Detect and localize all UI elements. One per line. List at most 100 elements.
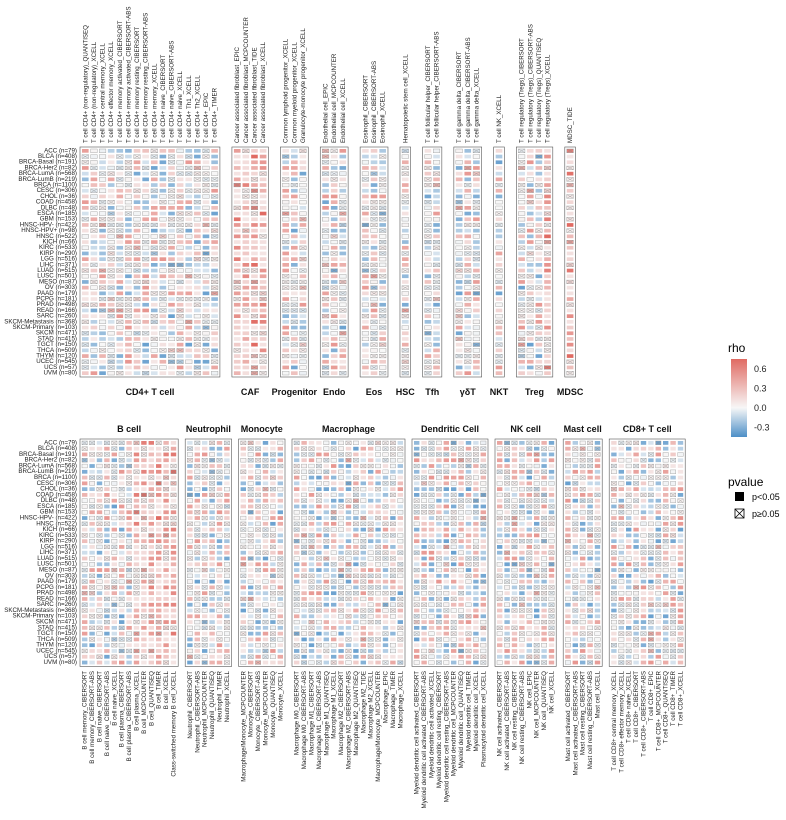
heatmap-cell: [133, 464, 140, 468]
heatmap-cell: [150, 371, 158, 375]
heatmap-cell: [322, 359, 329, 364]
heatmap-cell: [89, 469, 95, 474]
heatmap-cell: [107, 348, 115, 353]
heatmap-cell: [142, 302, 149, 307]
heatmap-cell: [291, 371, 298, 375]
heatmap-cell: [518, 154, 526, 159]
heatmap-cell: [233, 154, 241, 159]
heatmap-cell: [133, 228, 141, 233]
heatmap-cell: [142, 308, 149, 313]
heatmap-cell: [370, 166, 378, 170]
heatmap-cell: [126, 562, 132, 567]
heatmap-cell: [194, 493, 200, 497]
heatmap-cell: [362, 149, 369, 153]
heatmap-cell: [301, 654, 307, 659]
heatmap-cell: [433, 154, 440, 159]
heatmap-cell: [99, 257, 106, 261]
heatmap-cell: [370, 297, 378, 302]
heatmap-cell: [330, 331, 338, 336]
heatmap-cell: [345, 493, 352, 497]
heatmap-cell: [345, 545, 352, 549]
nonsig-cross: [370, 205, 378, 210]
heatmap-cell: [353, 643, 359, 648]
heatmap-cell: [535, 302, 543, 307]
heatmap-cell: [255, 481, 261, 486]
heatmap-cell: [473, 280, 480, 284]
heatmap-cell: [308, 510, 315, 515]
nonsig-cross: [142, 165, 150, 170]
nonsig-cross: [424, 200, 432, 205]
heatmap-cell: [535, 251, 543, 256]
heatmap-cell: [82, 211, 89, 216]
heatmap-cell: [277, 654, 283, 659]
heatmap-cell: [89, 539, 96, 544]
heatmap-cell: [290, 297, 298, 302]
heatmap-cell: [133, 149, 141, 153]
heatmap-cell: [255, 487, 261, 492]
heatmap-cell: [362, 308, 369, 313]
heatmap-cell: [370, 154, 378, 159]
heatmap-cell: [362, 297, 369, 301]
nonsig-cross: [370, 291, 378, 296]
nonsig-cross: [211, 222, 219, 227]
nonsig-cross: [455, 314, 463, 319]
group-frame: [516, 146, 554, 378]
heatmap-cell: [82, 625, 88, 630]
heatmap-cell: [224, 510, 230, 515]
heatmap-cell: [255, 631, 261, 636]
heatmap-cell: [323, 545, 329, 549]
y-tick-label: UVM (n=80): [43, 659, 77, 666]
heatmap-cell: [82, 637, 88, 642]
heatmap-cell: [194, 539, 200, 544]
heatmap-cell: [159, 223, 167, 227]
heatmap-cell: [89, 649, 95, 653]
heatmap-cell: [107, 188, 115, 193]
heatmap-cell: [156, 562, 162, 567]
heatmap-cell: [242, 325, 250, 330]
heatmap-cell: [299, 188, 307, 193]
heatmap-cell: [176, 325, 184, 330]
heatmap-cell: [544, 308, 551, 313]
heatmap-cell: [424, 354, 432, 358]
heatmap-cell: [316, 568, 322, 572]
heatmap-cell: [368, 533, 374, 538]
heatmap-cell: [168, 257, 175, 261]
heatmap-cell: [202, 160, 210, 165]
group-label: Endo: [323, 387, 346, 397]
heatmap-cell: [424, 348, 432, 353]
x-tick-label: Macrophage M2_CIBERSORT-ABS: [346, 671, 353, 769]
heatmap-cell: [338, 464, 344, 468]
heatmap-cell: [141, 469, 147, 474]
heatmap-cell: [116, 160, 124, 165]
heatmap-cell: [495, 194, 503, 199]
heatmap-cell: [141, 550, 147, 555]
heatmap-cell: [187, 441, 193, 445]
nonsig-cross: [282, 154, 290, 159]
nonsig-cross: [251, 268, 258, 273]
heatmap-cell: [322, 291, 329, 296]
nonsig-cross: [242, 268, 250, 273]
heatmap-cell: [103, 637, 110, 642]
heatmap-cell: [82, 308, 89, 313]
heatmap-cell: [194, 251, 201, 256]
nonsig-cross: [433, 285, 440, 290]
heatmap-cell: [338, 510, 344, 515]
heatmap-cell: [187, 527, 193, 532]
x-tick-label: Cancer associated fibroblast_EPIC: [234, 47, 241, 143]
heatmap-cell: [202, 263, 210, 267]
heatmap-cell: [495, 371, 503, 375]
nonsig-cross: [176, 222, 184, 227]
heatmap-cell: [133, 166, 141, 170]
heatmap-cell: [233, 194, 241, 199]
nonsig-cross: [193, 257, 201, 262]
heatmap-cell: [96, 544, 103, 550]
heatmap-cell: [361, 359, 369, 364]
heatmap-cell: [277, 585, 283, 590]
heatmap-cell: [111, 649, 117, 653]
heatmap-cell: [362, 371, 369, 375]
heatmap-cell: [202, 441, 208, 445]
heatmap-cell: [331, 620, 337, 624]
heatmap-cell: [216, 545, 223, 549]
heatmap-cell: [464, 171, 472, 176]
heatmap-cell: [125, 280, 132, 284]
